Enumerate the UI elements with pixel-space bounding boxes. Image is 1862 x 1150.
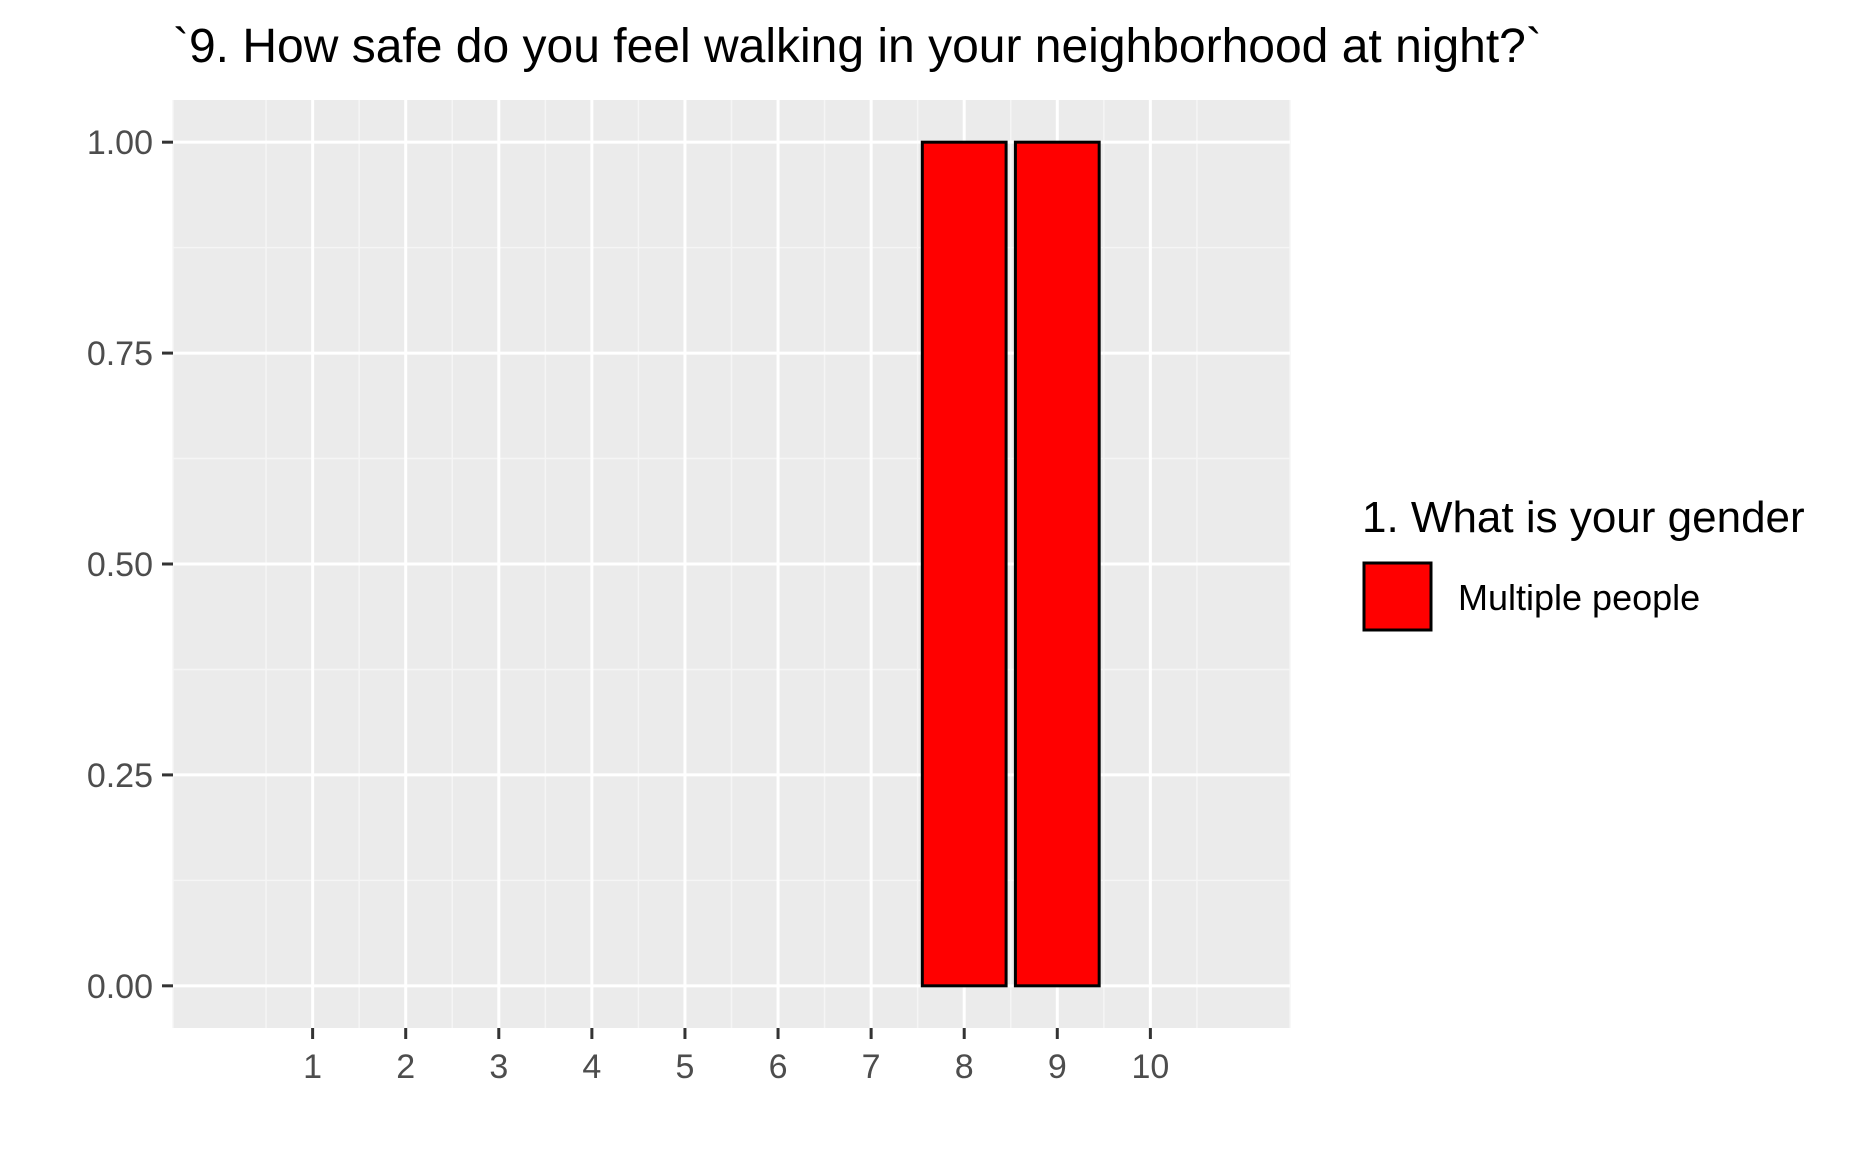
x-tick-label: 2: [396, 1048, 415, 1086]
x-tick-label: 5: [675, 1048, 694, 1086]
x-tick-label: 4: [582, 1048, 601, 1086]
legend-label: Multiple people: [1458, 577, 1700, 618]
legend-title: 1. What is your gender: [1362, 493, 1805, 542]
bar-8: [920, 140, 1008, 988]
x-tick-label: 3: [489, 1048, 508, 1086]
legend-swatch: [1362, 561, 1433, 632]
y-tick-label: 0.00: [87, 968, 153, 1006]
x-tick-label: 1: [303, 1048, 322, 1086]
chart-title: `9. How safe do you feel walking in your…: [173, 20, 1542, 73]
y-tick-label: 0.75: [87, 335, 153, 373]
x-tick-label: 6: [769, 1048, 788, 1086]
x-tick-label: 10: [1131, 1048, 1169, 1086]
x-tick-label: 7: [862, 1048, 881, 1086]
x-axis: 1 2 3 4 5 6 7 8 9 10: [303, 1028, 1169, 1086]
y-tick-label: 0.25: [87, 757, 153, 795]
legend: 1. What is your gender Multiple people: [1362, 493, 1805, 632]
bar-9: [1013, 140, 1101, 988]
bars: [920, 140, 1101, 988]
y-tick-label: 0.50: [87, 546, 153, 584]
x-tick-label: 9: [1048, 1048, 1067, 1086]
y-axis: 0.00 0.25 0.50 0.75 1.00: [87, 124, 173, 1006]
x-tick-label: 8: [955, 1048, 974, 1086]
y-tick-label: 1.00: [87, 124, 153, 162]
